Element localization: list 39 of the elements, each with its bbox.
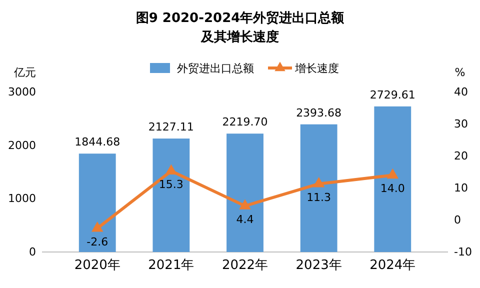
point	[239, 199, 251, 210]
y2-tick-label: 20	[454, 150, 468, 163]
y2-tick-label: 0	[454, 214, 461, 227]
point	[386, 168, 399, 179]
data-label: 4.4	[236, 212, 254, 226]
data-label: 2127.11	[148, 120, 194, 134]
data-label: -2.6	[86, 235, 108, 248]
y2-tick-label: 30	[454, 118, 468, 131]
y-tick-label: 2000	[8, 138, 36, 152]
data-label: 15.3	[158, 178, 184, 192]
data-label: 2729.61	[370, 88, 416, 102]
y-tick-label: 1000	[8, 192, 36, 206]
y-tick-label: 3000	[8, 86, 36, 99]
data-label: 2393.68	[296, 106, 342, 120]
data-label: 2219.70	[222, 116, 268, 129]
bar	[78, 154, 116, 252]
bar	[226, 134, 264, 252]
bar	[300, 124, 338, 252]
point	[312, 177, 325, 188]
y-axis-title: 亿元	[13, 66, 36, 79]
y2-axis-title: %	[454, 66, 466, 79]
data-label: 14.0	[380, 182, 405, 196]
legend-label: 增长速度	[294, 62, 339, 75]
x-tick-label: 2021年	[148, 258, 194, 274]
data-label: 1844.68	[74, 136, 120, 149]
point	[91, 222, 104, 232]
y2-tick-label: 10	[454, 182, 468, 195]
y-tick-label: 0	[29, 246, 36, 259]
x-tick-label: 2020年	[74, 258, 120, 274]
data-label: 11.3	[306, 190, 332, 204]
chart-title: 图9 2020-2024年外贸进出口总额及其增长速度	[136, 10, 346, 45]
bar	[152, 138, 190, 252]
y2-tick-label: 40	[454, 86, 468, 99]
bar	[374, 106, 412, 252]
x-tick-label: 2024年	[370, 258, 416, 274]
y2-tick-label: -10	[454, 246, 472, 259]
legend-label: 外贸进出口总额	[177, 62, 254, 75]
x-tick-label: 2022年	[222, 258, 268, 274]
x-tick-label: 2023年	[296, 258, 342, 274]
